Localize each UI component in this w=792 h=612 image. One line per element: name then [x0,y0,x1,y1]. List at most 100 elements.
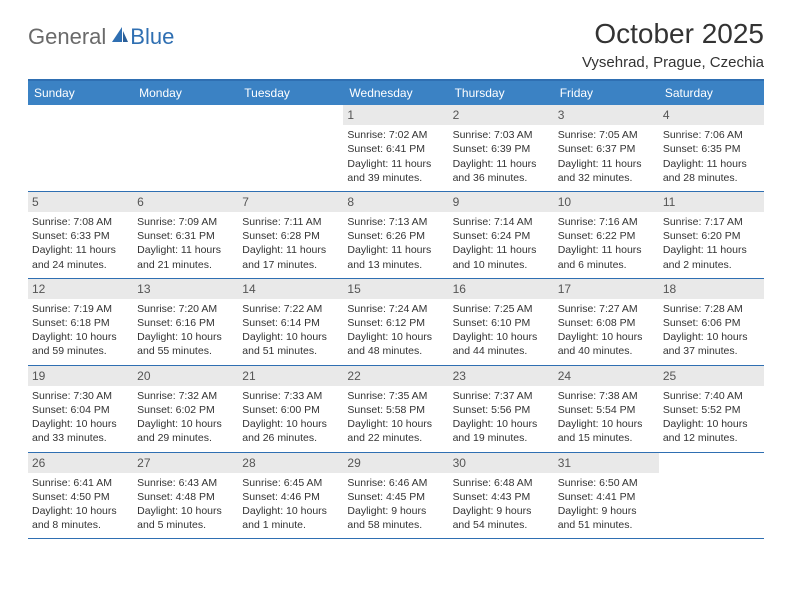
daylight-text: Daylight: 10 hours and 59 minutes. [32,330,129,358]
daylight-text: Daylight: 11 hours and 36 minutes. [453,157,550,185]
day-cell: 12Sunrise: 7:19 AMSunset: 6:18 PMDayligh… [28,279,133,365]
sunset-text: Sunset: 4:46 PM [242,490,339,504]
week-row: 1Sunrise: 7:02 AMSunset: 6:41 PMDaylight… [28,105,764,192]
day-cell: 18Sunrise: 7:28 AMSunset: 6:06 PMDayligh… [659,279,764,365]
logo: General Blue [28,24,174,50]
day-cell: 31Sunrise: 6:50 AMSunset: 4:41 PMDayligh… [554,453,659,539]
day-header-row: Sunday Monday Tuesday Wednesday Thursday… [28,81,764,105]
day-cell: 3Sunrise: 7:05 AMSunset: 6:37 PMDaylight… [554,105,659,191]
logo-text-blue: Blue [130,24,174,50]
title-block: October 2025 Vysehrad, Prague, Czechia [582,18,764,71]
sunrise-text: Sunrise: 7:08 AM [32,215,129,229]
sunrise-text: Sunrise: 7:27 AM [558,302,655,316]
day-cell: 30Sunrise: 6:48 AMSunset: 4:43 PMDayligh… [449,453,554,539]
sunrise-text: Sunrise: 7:05 AM [558,128,655,142]
sunset-text: Sunset: 6:35 PM [663,142,760,156]
sunset-text: Sunset: 4:41 PM [558,490,655,504]
day-header-sat: Saturday [659,81,764,105]
daylight-text: Daylight: 10 hours and 12 minutes. [663,417,760,445]
sunrise-text: Sunrise: 7:37 AM [453,389,550,403]
day-cell [238,105,343,191]
day-header-sun: Sunday [28,81,133,105]
day-number: 10 [554,192,659,212]
day-cell: 14Sunrise: 7:22 AMSunset: 6:14 PMDayligh… [238,279,343,365]
daylight-text: Daylight: 11 hours and 24 minutes. [32,243,129,271]
location-text: Vysehrad, Prague, Czechia [582,54,764,71]
day-number: 8 [343,192,448,212]
sunrise-text: Sunrise: 7:38 AM [558,389,655,403]
day-number: 19 [28,366,133,386]
daylight-text: Daylight: 10 hours and 26 minutes. [242,417,339,445]
day-number: 25 [659,366,764,386]
sunrise-text: Sunrise: 7:17 AM [663,215,760,229]
day-cell: 29Sunrise: 6:46 AMSunset: 4:45 PMDayligh… [343,453,448,539]
day-header-fri: Friday [554,81,659,105]
month-title: October 2025 [582,18,764,50]
daylight-text: Daylight: 9 hours and 58 minutes. [347,504,444,532]
sunrise-text: Sunrise: 7:24 AM [347,302,444,316]
sunset-text: Sunset: 6:31 PM [137,229,234,243]
daylight-text: Daylight: 11 hours and 32 minutes. [558,157,655,185]
page-header: General Blue October 2025 Vysehrad, Prag… [28,18,764,71]
day-cell [659,453,764,539]
day-number: 27 [133,453,238,473]
day-cell: 8Sunrise: 7:13 AMSunset: 6:26 PMDaylight… [343,192,448,278]
daylight-text: Daylight: 11 hours and 6 minutes. [558,243,655,271]
day-cell: 23Sunrise: 7:37 AMSunset: 5:56 PMDayligh… [449,366,554,452]
day-number: 3 [554,105,659,125]
day-header-thu: Thursday [449,81,554,105]
sunrise-text: Sunrise: 7:19 AM [32,302,129,316]
sunset-text: Sunset: 6:41 PM [347,142,444,156]
sunrise-text: Sunrise: 7:14 AM [453,215,550,229]
day-number: 28 [238,453,343,473]
day-cell: 2Sunrise: 7:03 AMSunset: 6:39 PMDaylight… [449,105,554,191]
day-cell: 21Sunrise: 7:33 AMSunset: 6:00 PMDayligh… [238,366,343,452]
day-cell: 25Sunrise: 7:40 AMSunset: 5:52 PMDayligh… [659,366,764,452]
sunrise-text: Sunrise: 7:03 AM [453,128,550,142]
sunrise-text: Sunrise: 7:09 AM [137,215,234,229]
sunrise-text: Sunrise: 6:48 AM [453,476,550,490]
daylight-text: Daylight: 10 hours and 40 minutes. [558,330,655,358]
daylight-text: Daylight: 10 hours and 5 minutes. [137,504,234,532]
day-cell [28,105,133,191]
sunrise-text: Sunrise: 7:40 AM [663,389,760,403]
daylight-text: Daylight: 11 hours and 13 minutes. [347,243,444,271]
daylight-text: Daylight: 11 hours and 28 minutes. [663,157,760,185]
daylight-text: Daylight: 10 hours and 29 minutes. [137,417,234,445]
day-number: 29 [343,453,448,473]
day-cell: 19Sunrise: 7:30 AMSunset: 6:04 PMDayligh… [28,366,133,452]
sunrise-text: Sunrise: 7:06 AM [663,128,760,142]
day-cell: 10Sunrise: 7:16 AMSunset: 6:22 PMDayligh… [554,192,659,278]
daylight-text: Daylight: 10 hours and 15 minutes. [558,417,655,445]
logo-text-general: General [28,24,106,50]
sunset-text: Sunset: 5:54 PM [558,403,655,417]
sunrise-text: Sunrise: 7:25 AM [453,302,550,316]
day-cell: 7Sunrise: 7:11 AMSunset: 6:28 PMDaylight… [238,192,343,278]
day-cell: 16Sunrise: 7:25 AMSunset: 6:10 PMDayligh… [449,279,554,365]
sunset-text: Sunset: 4:48 PM [137,490,234,504]
sunset-text: Sunset: 6:14 PM [242,316,339,330]
day-cell [133,105,238,191]
sunset-text: Sunset: 6:00 PM [242,403,339,417]
sunrise-text: Sunrise: 7:32 AM [137,389,234,403]
logo-sail-icon [110,25,130,50]
daylight-text: Daylight: 10 hours and 33 minutes. [32,417,129,445]
daylight-text: Daylight: 10 hours and 8 minutes. [32,504,129,532]
day-cell: 24Sunrise: 7:38 AMSunset: 5:54 PMDayligh… [554,366,659,452]
sunrise-text: Sunrise: 6:50 AM [558,476,655,490]
sunrise-text: Sunrise: 7:11 AM [242,215,339,229]
day-cell: 5Sunrise: 7:08 AMSunset: 6:33 PMDaylight… [28,192,133,278]
sunset-text: Sunset: 6:10 PM [453,316,550,330]
sunset-text: Sunset: 6:08 PM [558,316,655,330]
calendar: Sunday Monday Tuesday Wednesday Thursday… [28,81,764,539]
day-number: 17 [554,279,659,299]
sunrise-text: Sunrise: 7:33 AM [242,389,339,403]
sunset-text: Sunset: 4:45 PM [347,490,444,504]
day-number: 31 [554,453,659,473]
daylight-text: Daylight: 10 hours and 22 minutes. [347,417,444,445]
day-cell: 11Sunrise: 7:17 AMSunset: 6:20 PMDayligh… [659,192,764,278]
day-number: 12 [28,279,133,299]
day-cell: 28Sunrise: 6:45 AMSunset: 4:46 PMDayligh… [238,453,343,539]
sunset-text: Sunset: 5:58 PM [347,403,444,417]
day-number: 23 [449,366,554,386]
